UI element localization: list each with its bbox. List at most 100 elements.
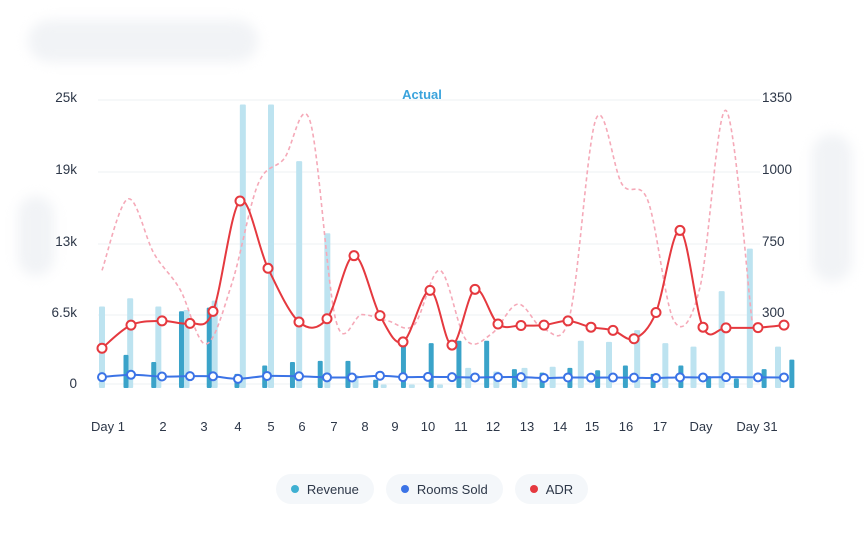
adr-point — [778, 319, 790, 331]
revenue-bar-dark — [317, 360, 323, 388]
revenue-bar-dark — [456, 340, 462, 388]
x-tick-label: Day 1 — [91, 419, 125, 434]
x-tick-label: 15 — [585, 419, 599, 434]
legend-label: Revenue — [306, 481, 359, 497]
adr-point — [184, 317, 196, 329]
adr-point — [293, 316, 305, 328]
adr-point — [321, 313, 333, 325]
rooms-sold-point — [157, 371, 167, 382]
rooms-sold-point — [262, 370, 272, 381]
rooms-sold-point — [651, 373, 661, 384]
legend-label: ADR — [545, 481, 574, 497]
revenue-bar — [408, 384, 415, 388]
x-tick-label: 8 — [361, 419, 368, 434]
x-tick-label: 16 — [619, 419, 633, 434]
rooms-sold-point — [126, 369, 136, 380]
rooms-sold-point — [347, 372, 357, 383]
right-tick-label: 1350 — [762, 90, 792, 105]
rooms-sold-point — [375, 370, 385, 381]
adr-point — [562, 315, 574, 327]
revenue-bar — [324, 233, 331, 388]
blurred-header-placeholder — [28, 20, 258, 62]
revenue-bar — [718, 291, 725, 388]
adr-point — [650, 306, 662, 318]
revenue-bar-dark — [289, 362, 295, 388]
adr-point — [96, 342, 108, 354]
revenue-bar — [437, 384, 443, 388]
rooms-sold-point — [779, 372, 789, 383]
legend-item-rooms-sold[interactable]: Rooms Sold — [385, 474, 503, 504]
adr-point — [397, 336, 409, 348]
right-tick-label: 750 — [762, 234, 785, 249]
rooms-sold-point — [208, 371, 218, 382]
legend-label: Rooms Sold — [416, 481, 488, 497]
rooms-sold-line-layer — [97, 369, 789, 384]
revenue-bar-dark — [178, 311, 184, 388]
x-tick-label: 6 — [298, 419, 305, 434]
rooms-sold-point — [563, 372, 573, 383]
adr-point — [348, 250, 360, 262]
rooms-sold-point — [516, 372, 526, 383]
chart-title: Actual — [402, 87, 442, 102]
x-tick-label: 17 — [653, 419, 667, 434]
rooms-sold-point — [470, 372, 480, 383]
rooms-sold-point — [586, 372, 596, 383]
revenue-bar — [268, 104, 274, 388]
revenue-bar-dark — [151, 362, 157, 388]
rooms-sold-point — [97, 372, 107, 383]
rooms-sold-point — [608, 372, 618, 383]
adr-point — [585, 321, 597, 333]
x-tick-label: 10 — [421, 419, 435, 434]
rooms-sold-point — [294, 371, 304, 382]
forecast-line-layer — [101, 109, 753, 345]
adr-point — [538, 319, 550, 331]
forecast-dashed-line — [101, 109, 753, 345]
legend-item-revenue[interactable]: Revenue — [275, 474, 374, 504]
rooms-sold-point — [322, 372, 332, 383]
adr-point — [446, 339, 458, 351]
revenue-bar-dark — [595, 370, 601, 388]
adr-point — [752, 322, 764, 334]
adr-point — [207, 305, 219, 317]
x-tick-label: 4 — [234, 419, 241, 434]
x-tick-label: 11 — [454, 419, 468, 434]
revenue-dot-icon — [290, 485, 299, 493]
rooms-sold-point — [423, 371, 433, 382]
adr-point — [492, 318, 504, 330]
left-tick-label: 19k — [55, 162, 77, 177]
blurred-side-placeholder-right — [812, 134, 852, 282]
rooms-sold-point — [185, 371, 195, 382]
left-tick-label: 0 — [69, 376, 77, 391]
adr-point — [234, 195, 246, 207]
x-tick-label: 3 — [200, 419, 207, 434]
revenue-bar — [690, 346, 697, 388]
rooms-sold-point — [629, 372, 639, 383]
adr-point — [469, 283, 481, 295]
x-tick-label: 9 — [391, 419, 398, 434]
adr-point — [607, 324, 619, 336]
adr-point — [424, 284, 436, 296]
adr-point — [125, 319, 137, 331]
x-tick-label: 5 — [267, 419, 274, 434]
x-tick-label: 2 — [159, 419, 166, 434]
revenue-bar-dark — [123, 354, 129, 388]
revenue-bar-dark — [733, 378, 739, 388]
revenue-bar — [183, 310, 190, 388]
left-tick-label: 13k — [55, 234, 77, 249]
rooms-sold-point — [539, 373, 549, 384]
x-tick-label: 13 — [520, 419, 534, 434]
right-tick-label: 1000 — [762, 162, 792, 177]
adr-dot-icon — [529, 485, 538, 493]
left-axis: 25k 19k 13k 6.5k 0 — [51, 90, 77, 391]
revenue-bar — [380, 384, 387, 388]
x-axis: Day 1 2 3 4 5 6 7 8 9 10 11 12 13 14 15 16 17 Day Day 31 — [91, 419, 778, 434]
rooms-sold-point — [721, 372, 731, 383]
legend-item-adr[interactable]: ADR — [514, 474, 589, 504]
revenue-bar — [577, 340, 584, 388]
left-tick-label: 6.5k — [51, 305, 77, 320]
adr-point — [628, 333, 640, 345]
rooms-sold-point — [398, 372, 408, 383]
revenue-bar — [155, 306, 162, 388]
